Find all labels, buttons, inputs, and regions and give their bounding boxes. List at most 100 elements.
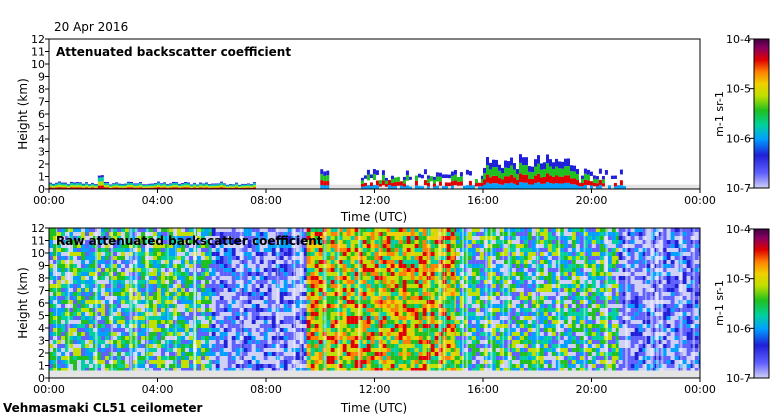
backscatter-cell	[386, 288, 391, 292]
backscatter-cell	[93, 256, 97, 260]
backscatter-cell	[291, 280, 296, 284]
backscatter-cell	[406, 244, 411, 248]
backscatter-cell	[299, 260, 304, 264]
backscatter-cell	[97, 244, 101, 248]
backscatter-cell	[157, 316, 161, 320]
backscatter-cell	[430, 328, 435, 332]
backscatter-cell	[97, 340, 101, 344]
backscatter-cell	[202, 184, 205, 186]
backscatter-cell	[422, 292, 427, 296]
backscatter-cell	[57, 360, 61, 364]
backscatter-cell	[374, 272, 379, 276]
backscatter-cell	[499, 288, 504, 292]
backscatter-cell	[487, 364, 492, 368]
backscatter-cell	[88, 186, 91, 188]
backscatter-cell	[115, 187, 118, 189]
backscatter-cell	[279, 336, 284, 340]
backscatter-cell	[227, 360, 232, 364]
backscatter-cell	[129, 308, 133, 312]
backscatter-cell	[239, 356, 244, 360]
backscatter-cell	[346, 272, 351, 276]
backscatter-cell	[137, 356, 141, 360]
backscatter-cell	[73, 332, 77, 336]
backscatter-cell	[193, 292, 197, 296]
backscatter-cell	[358, 356, 363, 360]
backscatter-cell	[487, 236, 492, 240]
backscatter-cell	[398, 316, 403, 320]
backscatter-cell	[97, 308, 101, 312]
backscatter-cell	[65, 260, 69, 264]
backscatter-cell	[149, 272, 153, 276]
backscatter-cell	[491, 272, 496, 276]
backscatter-cell	[382, 312, 387, 316]
backscatter-cell	[209, 248, 213, 252]
backscatter-cell	[422, 344, 427, 348]
backscatter-cell	[279, 344, 284, 348]
backscatter-cell	[275, 316, 280, 320]
backscatter-cell	[434, 356, 439, 360]
backscatter-cell	[382, 300, 387, 304]
backscatter-cell	[398, 364, 403, 368]
backscatter-cell	[189, 236, 193, 240]
backscatter-cell	[398, 352, 403, 356]
backscatter-cell	[201, 264, 205, 268]
backscatter-cell	[239, 300, 244, 304]
backscatter-cell	[165, 332, 169, 336]
backscatter-cell	[133, 312, 137, 316]
backscatter-cell	[271, 240, 276, 244]
backscatter-cell	[209, 320, 213, 324]
backscatter-cell	[350, 240, 355, 244]
backscatter-cell	[137, 236, 141, 240]
backscatter-cell	[283, 352, 288, 356]
backscatter-cell	[499, 272, 504, 276]
backscatter-cell	[85, 240, 89, 244]
backscatter-cell	[442, 272, 447, 276]
backscatter-cell	[483, 252, 488, 256]
backscatter-cell	[299, 356, 304, 360]
y-tick-label: 8	[38, 83, 45, 96]
backscatter-cell	[65, 308, 69, 312]
backscatter-cell	[398, 248, 403, 252]
backscatter-cell	[97, 252, 101, 256]
backscatter-cell	[205, 320, 209, 324]
backscatter-cell	[326, 256, 331, 260]
backscatter-cell	[546, 182, 549, 189]
backscatter-cell	[430, 284, 435, 288]
backscatter-cell	[434, 300, 439, 304]
backscatter-cell	[205, 244, 209, 248]
backscatter-cell	[137, 228, 141, 232]
backscatter-cell	[487, 284, 492, 288]
backscatter-cell	[149, 232, 153, 236]
backscatter-cell	[374, 292, 379, 296]
backscatter-cell	[49, 316, 53, 320]
backscatter-cell	[178, 186, 181, 188]
backscatter-cell	[81, 256, 85, 260]
backscatter-cell	[495, 159, 498, 168]
backscatter-cell	[438, 228, 443, 232]
backscatter-cell	[141, 364, 145, 368]
backscatter-cell	[91, 185, 94, 188]
backscatter-cell	[322, 280, 327, 284]
backscatter-cell	[101, 260, 105, 264]
backscatter-cell	[193, 232, 197, 236]
backscatter-cell	[410, 292, 415, 296]
backscatter-cell	[516, 174, 519, 181]
backscatter-cell	[467, 324, 472, 328]
backscatter-cell	[430, 264, 435, 268]
backscatter-cell	[173, 316, 177, 320]
backscatter-cell	[57, 296, 61, 300]
backscatter-cell	[475, 240, 480, 244]
backscatter-cell	[531, 184, 534, 189]
backscatter-cell	[157, 182, 160, 185]
backscatter-cell	[354, 296, 359, 300]
backscatter-cell	[97, 260, 101, 264]
backscatter-cell	[334, 256, 339, 260]
backscatter-cell	[165, 360, 169, 364]
backscatter-cell	[410, 296, 415, 300]
backscatter-cell	[263, 360, 268, 364]
backscatter-cell	[299, 304, 304, 308]
backscatter-cell	[185, 368, 189, 372]
backscatter-cell	[181, 356, 185, 360]
backscatter-cell	[534, 183, 537, 189]
